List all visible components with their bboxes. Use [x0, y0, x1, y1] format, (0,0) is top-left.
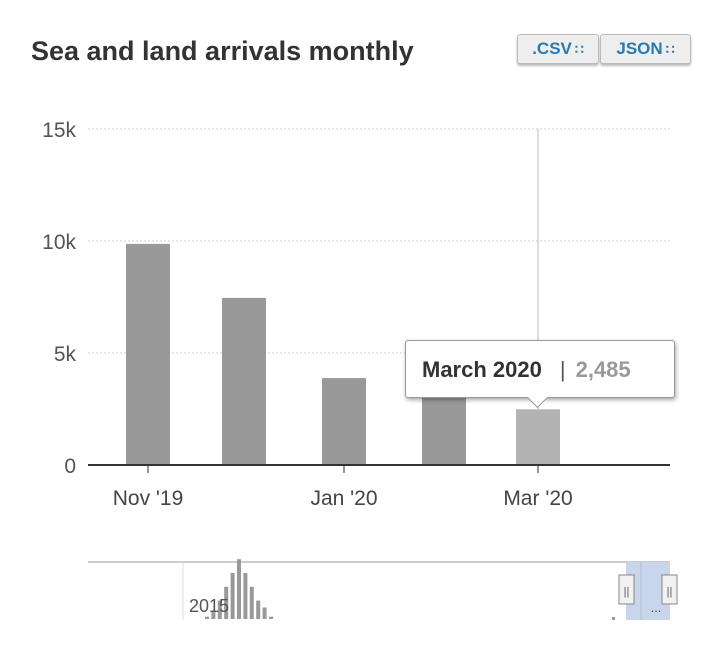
- navigator-bar: [612, 617, 615, 620]
- bar-0[interactable]: [126, 243, 170, 465]
- navigator-bar: [224, 586, 229, 619]
- x-tick-label: Jan '20: [310, 487, 377, 510]
- chart-title: Sea and land arrivals monthly: [31, 36, 414, 66]
- navigator-bar: [249, 586, 254, 619]
- tooltip: March 2020 | 2,485: [405, 340, 675, 398]
- bar-3[interactable]: [422, 395, 466, 465]
- navigator-bar: [269, 616, 273, 619]
- y-tick-label: 10k: [42, 231, 76, 254]
- bar-2[interactable]: [322, 378, 366, 465]
- rss-icon: ∷: [574, 41, 584, 57]
- navigator-ellipsis: ...: [651, 600, 662, 615]
- navigator-bar: [230, 573, 235, 619]
- y-tick-label: 15k: [42, 119, 76, 142]
- csv-download-button[interactable]: .CSV ∷: [517, 34, 599, 64]
- navigator-bar: [237, 559, 241, 619]
- json-download-button[interactable]: JSON ∷: [600, 34, 691, 64]
- navigator-handle-right[interactable]: [661, 574, 678, 605]
- y-tick-label: 5k: [54, 343, 77, 366]
- navigator-handle-left-label: ||: [624, 586, 630, 598]
- csv-label: .CSV: [532, 39, 572, 58]
- bar-1[interactable]: [222, 297, 266, 465]
- navigator-bar: [262, 607, 267, 619]
- json-label: JSON: [616, 39, 663, 58]
- navigator-handle-left[interactable]: [618, 574, 635, 605]
- navigator-bar: [217, 600, 222, 619]
- x-tick-label: Nov '19: [113, 487, 184, 510]
- tooltip-label: March 2020: [422, 357, 542, 382]
- rss-icon: ∷: [665, 41, 675, 57]
- navigator-bar: [211, 612, 216, 619]
- tooltip-separator: |: [559, 357, 566, 382]
- navigator-bar: [205, 616, 209, 619]
- x-tick-label: Mar '20: [503, 487, 572, 510]
- tooltip-value: 2,485: [575, 357, 631, 382]
- y-tick-label: 0: [64, 455, 76, 478]
- navigator-year-label: 2015: [189, 596, 229, 616]
- navigator-handle-right-label: ||: [667, 586, 673, 598]
- navigator-bar: [243, 573, 248, 619]
- bar-4[interactable]: [516, 409, 560, 465]
- navigator-bar: [256, 600, 261, 619]
